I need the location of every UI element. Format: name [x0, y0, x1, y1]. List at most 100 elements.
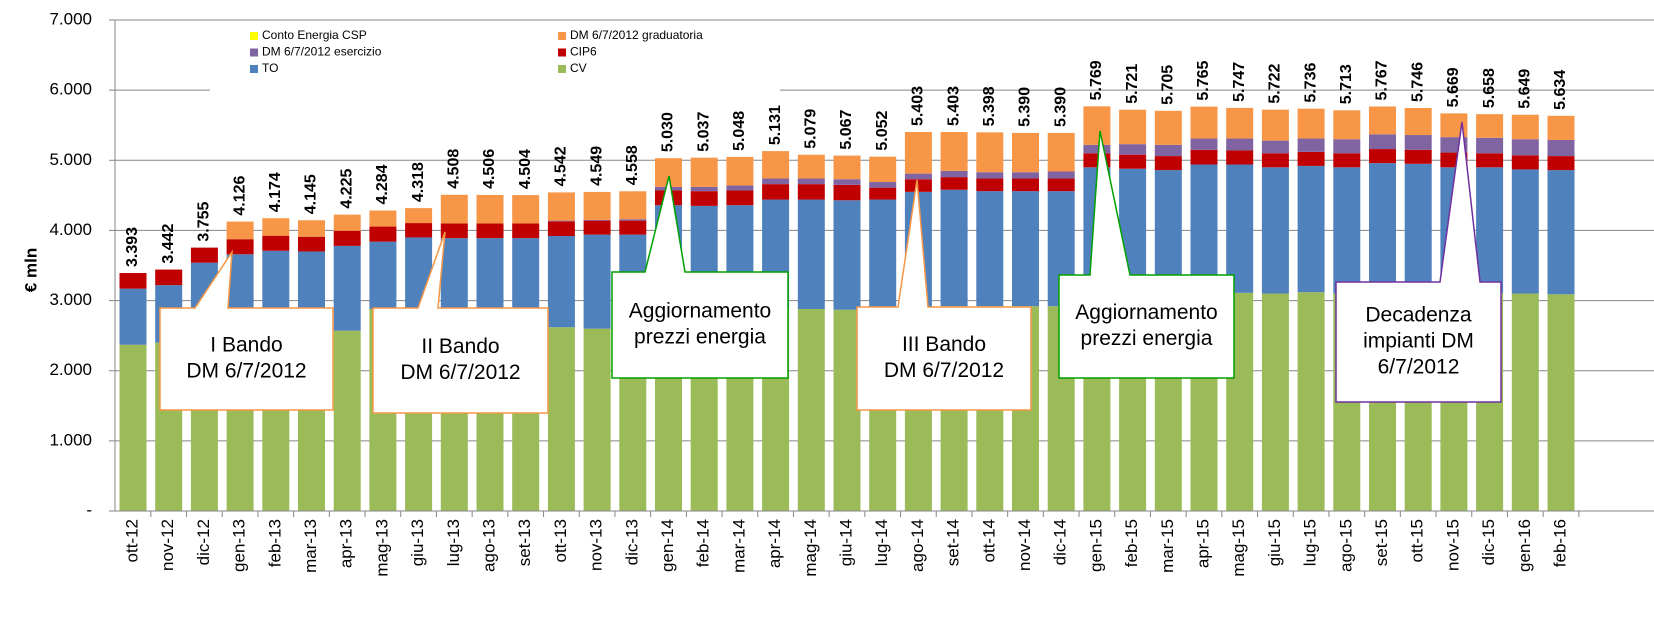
- bar-segment: [869, 199, 897, 309]
- bar-segment: [1261, 293, 1289, 511]
- callout-text: DM 6/7/2012: [400, 361, 520, 384]
- bar-segment: [1476, 167, 1504, 293]
- bar-segment: [726, 185, 754, 191]
- bar-segment: [512, 238, 540, 309]
- bar-segment: [1511, 155, 1539, 170]
- total-label: 5.131: [767, 105, 784, 145]
- bar-segment: [1226, 138, 1254, 151]
- bar-segment: [1333, 110, 1361, 140]
- callout: [856, 179, 1032, 411]
- bar-segment: [690, 191, 718, 206]
- bar-segment: [583, 234, 611, 329]
- bar-segment: [333, 230, 361, 246]
- bar-segment: [1154, 110, 1182, 145]
- callout-text: II Bando: [421, 335, 499, 358]
- bar-segment: [762, 184, 790, 200]
- total-label: 5.736: [1302, 63, 1319, 103]
- callout: [1335, 121, 1502, 403]
- bar-segment: [619, 191, 647, 220]
- callout-text: prezzi energia: [634, 326, 766, 349]
- bar-segment: [797, 154, 825, 179]
- bar-segment: [619, 219, 647, 221]
- bar-segment: [869, 156, 897, 183]
- bar-segment: [512, 195, 540, 224]
- y-tick-label: 4.000: [49, 220, 92, 239]
- bar-segment: [1369, 149, 1396, 164]
- bar-segment: [298, 220, 325, 237]
- x-tick-label: mar-13: [301, 519, 320, 573]
- x-tick-label: mar-14: [729, 519, 748, 573]
- x-tick-label: ago-15: [1336, 519, 1355, 572]
- bar-segment: [1333, 139, 1361, 154]
- x-tick-label: lug-14: [872, 519, 891, 566]
- bar-segment: [1511, 293, 1539, 511]
- bar-segment: [1547, 170, 1575, 295]
- total-label: 5.747: [1231, 62, 1248, 102]
- bar-segment: [262, 235, 290, 251]
- bar-segment: [1154, 170, 1182, 294]
- legend-box: [210, 24, 780, 96]
- legend-swatch: [558, 48, 566, 57]
- bar-segment: [547, 192, 575, 221]
- bar-segment: [583, 328, 611, 511]
- bar-segment: [333, 245, 361, 331]
- x-tick-label: nov-15: [1443, 519, 1462, 571]
- x-tick-label: nov-14: [1015, 519, 1034, 571]
- bar-segment: [833, 184, 861, 201]
- y-tick-label: 7.000: [49, 9, 92, 28]
- total-label: 5.658: [1481, 68, 1498, 108]
- legend-swatch: [250, 48, 258, 57]
- bar-segment: [833, 200, 861, 310]
- x-tick-label: ago-13: [479, 519, 498, 572]
- bar-segment: [940, 189, 968, 307]
- total-label: 5.669: [1445, 67, 1462, 107]
- bar-segment: [1369, 134, 1396, 150]
- x-tick-label: apr-14: [765, 519, 784, 568]
- callout: [372, 231, 549, 414]
- bar-segment: [1404, 107, 1432, 136]
- bar-segment: [940, 177, 968, 190]
- x-tick-label: feb-16: [1550, 519, 1569, 567]
- bar-segment: [762, 178, 790, 185]
- callout-text: impianti DM: [1363, 330, 1474, 353]
- bar-segment: [155, 269, 183, 286]
- y-tick-label: 2.000: [49, 360, 92, 379]
- bar-segment: [1119, 109, 1147, 145]
- total-label: 5.722: [1267, 64, 1284, 104]
- x-tick-label: dic-15: [1479, 519, 1498, 565]
- bar-segment: [1190, 149, 1218, 165]
- total-label: 4.225: [338, 169, 355, 209]
- bar-segment: [690, 186, 718, 192]
- bar-segment: [619, 220, 647, 235]
- bar-segment: [405, 208, 433, 224]
- bar-segment: [976, 191, 1004, 307]
- bar-segment: [1404, 163, 1432, 291]
- bar-segment: [1154, 156, 1182, 171]
- total-label: 4.126: [231, 175, 248, 215]
- y-tick-label: 5.000: [49, 150, 92, 169]
- bar-segment: [869, 187, 897, 200]
- bar-segment: [1511, 139, 1539, 156]
- bar-segment: [833, 179, 861, 185]
- bar-segment: [547, 221, 575, 237]
- total-label: 5.746: [1409, 62, 1426, 102]
- total-label: 5.649: [1517, 69, 1534, 109]
- x-tick-label: giu-15: [1265, 519, 1284, 566]
- legend-swatch: [558, 65, 566, 73]
- x-tick-label: nov-12: [158, 519, 177, 571]
- total-label: 5.052: [874, 110, 891, 150]
- bar-segment: [190, 247, 218, 263]
- bar-segment: [583, 191, 611, 220]
- bar-segment: [583, 220, 611, 235]
- bar-segment: [1261, 140, 1289, 154]
- legend-label: CV: [570, 61, 587, 75]
- callout-text: DM 6/7/2012: [186, 360, 306, 383]
- y-tick-label: 6.000: [49, 80, 92, 99]
- total-label: 4.506: [481, 149, 498, 189]
- bar-segment: [976, 172, 1004, 179]
- total-label: 4.558: [624, 145, 641, 185]
- bar-segment: [1476, 153, 1504, 168]
- x-tick-label: set-13: [515, 519, 534, 566]
- bar-segment: [1404, 149, 1432, 164]
- bar-segment: [262, 218, 290, 236]
